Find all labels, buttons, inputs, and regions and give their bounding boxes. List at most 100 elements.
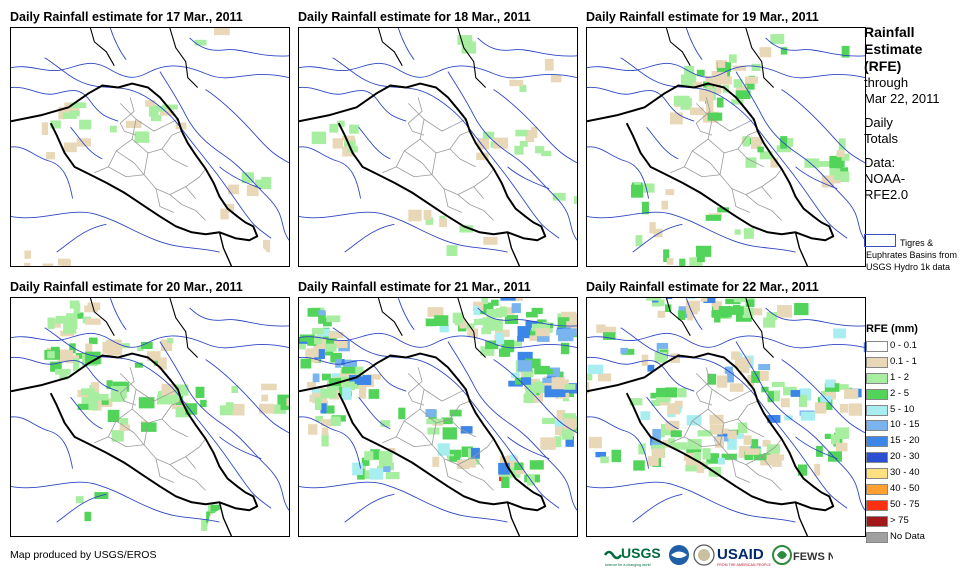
basin-boundary — [781, 359, 865, 434]
rain-cell — [325, 343, 337, 352]
map-info: Rainfall Estimate (RFE) through Mar 22, … — [864, 24, 964, 203]
rain-cell — [647, 364, 655, 372]
legend-label: > 75 — [890, 514, 909, 526]
province-boundary — [419, 408, 476, 438]
rain-cell — [24, 250, 31, 259]
rain-cell — [498, 348, 511, 357]
rain-cell — [70, 102, 87, 109]
basin-boundary — [159, 341, 289, 511]
rain-cell — [328, 331, 344, 339]
rain-cell — [730, 433, 744, 439]
rain-cell — [477, 138, 490, 150]
rain-cell — [560, 342, 570, 355]
rain-cell — [556, 409, 566, 422]
basin-boundary — [587, 416, 649, 469]
rain-cell — [157, 394, 168, 405]
rain-cell — [751, 439, 759, 449]
province-boundary — [135, 118, 178, 132]
province-boundary — [404, 150, 433, 176]
rain-cell — [110, 386, 127, 399]
rain-cell — [777, 305, 792, 318]
rain-cell — [55, 315, 67, 324]
province-boundary — [161, 130, 182, 150]
rain-cell — [320, 403, 327, 414]
rain-cell — [111, 430, 124, 442]
basin-boundary — [11, 332, 289, 349]
rain-cell — [679, 258, 686, 266]
rain-cell — [666, 258, 674, 265]
province-boundary — [407, 97, 425, 136]
rain-cell — [670, 112, 683, 125]
rain-cell — [332, 138, 343, 149]
rain-cell — [306, 348, 319, 358]
province-boundary — [745, 464, 782, 491]
basin-boundary — [358, 396, 391, 430]
rain-cell — [638, 443, 646, 455]
rain-cell — [665, 298, 673, 299]
legend-label: 20 - 30 — [890, 451, 920, 463]
legend-swatch — [866, 436, 888, 448]
rain-cell — [481, 327, 492, 335]
rain-cell — [140, 422, 157, 432]
rain-cell — [744, 76, 758, 84]
rain-cell — [687, 298, 695, 300]
rain-cell — [84, 305, 98, 313]
rain-cell — [102, 341, 113, 354]
rain-cell — [757, 146, 764, 153]
rain-cell — [683, 453, 691, 462]
rain-cell — [735, 90, 751, 100]
rain-cell — [138, 397, 155, 409]
rain-cell — [737, 422, 748, 434]
legend-swatch — [866, 341, 888, 352]
rain-cell — [342, 135, 355, 141]
country-border — [377, 298, 403, 336]
basin-legend-text: Tigres & Euphrates Basins from USGS Hydr… — [866, 238, 958, 272]
rain-cell — [544, 369, 553, 375]
rain-cell — [517, 351, 533, 364]
country-border — [169, 28, 199, 88]
rain-cell — [473, 319, 484, 326]
rain-cell — [254, 179, 266, 188]
legend-label: 5 - 10 — [890, 403, 915, 415]
rain-cell — [321, 433, 329, 447]
basin-boundary — [587, 86, 695, 122]
rain-cell — [511, 298, 523, 301]
province-boundary — [396, 166, 433, 178]
province-boundary — [731, 458, 750, 483]
rain-cell — [214, 28, 230, 36]
rain-cell — [759, 47, 772, 58]
rain-cell — [280, 399, 289, 410]
rain-cell — [314, 335, 322, 345]
province-boundary — [684, 436, 721, 448]
basin-boundary — [219, 436, 262, 460]
rain-cell — [665, 304, 672, 312]
rain-cell — [689, 107, 704, 116]
rain-cell — [696, 461, 705, 473]
daily-label: Daily — [864, 115, 893, 130]
rain-cell — [228, 184, 240, 195]
rain-cell — [47, 351, 55, 359]
usgs-logo: USGS science for a changing world — [603, 545, 661, 567]
rain-cell — [432, 456, 440, 467]
rain-cell — [653, 228, 663, 238]
rain-cell — [504, 315, 519, 324]
rain-cell — [145, 100, 156, 107]
rain-cell — [707, 112, 723, 121]
rainfall-layer — [587, 298, 865, 477]
rain-cell — [63, 322, 77, 334]
rain-cell — [531, 307, 543, 314]
rainfall-layer — [630, 34, 850, 266]
rain-cell — [717, 60, 726, 68]
rain-cell — [665, 387, 678, 398]
rain-cell — [307, 308, 321, 317]
rain-cell — [696, 69, 705, 77]
rain-cell — [510, 372, 520, 378]
province-boundary — [761, 438, 782, 457]
rain-cell — [699, 89, 714, 102]
rain-cell — [452, 312, 464, 324]
rain-cell — [329, 123, 339, 133]
legend-label: 2 - 5 — [890, 387, 910, 399]
province-boundary — [431, 152, 484, 199]
rain-cell — [261, 176, 272, 190]
basin-boundary — [332, 327, 560, 509]
